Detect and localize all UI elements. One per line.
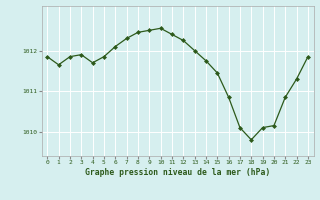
X-axis label: Graphe pression niveau de la mer (hPa): Graphe pression niveau de la mer (hPa) (85, 168, 270, 177)
